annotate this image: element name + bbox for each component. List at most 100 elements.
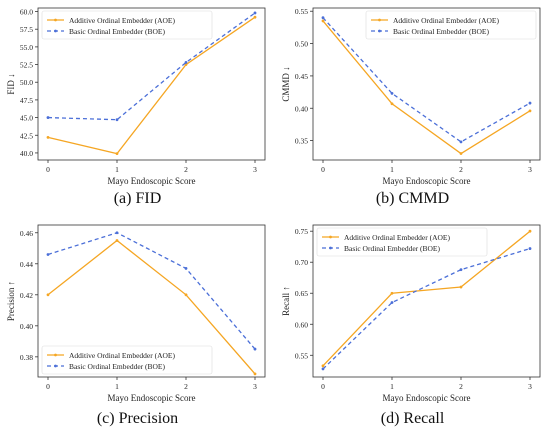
- data-point-boe: [46, 253, 50, 256]
- panel-precision: 0.38 0.40 0.42 0.44 0.46 0 1 2 3 Mayo Endoscopic …: [0, 217, 275, 434]
- x-tick-label: 2: [184, 165, 188, 174]
- legend-marker-aoe: [329, 235, 332, 239]
- x-tick-label: 3: [528, 165, 532, 174]
- data-point-aoe: [321, 364, 325, 368]
- data-point-aoe: [115, 152, 119, 156]
- series-line-aoe: [322, 20, 531, 155]
- legend-marker-aoe: [54, 18, 57, 22]
- series-line-aoe: [322, 230, 531, 367]
- legend-label-aoe: Additive Ordinal Embedder (AOE): [393, 16, 500, 25]
- legend-marker-aoe: [54, 353, 57, 357]
- data-point-aoe: [115, 239, 119, 242]
- y-axis-label: Recall ↑: [281, 286, 291, 316]
- x-tick-label: 3: [528, 382, 532, 391]
- x-tick-label: 0: [321, 382, 325, 391]
- y-tick-label: 52.5: [20, 61, 33, 70]
- y-tick-label: 0.44: [20, 260, 33, 269]
- x-tick-label: 0: [46, 382, 50, 391]
- y-tick-label: 42.5: [20, 131, 33, 140]
- y-tick-label: 0.55: [295, 7, 308, 16]
- y-tick-label: 0.40: [295, 104, 308, 113]
- series-line-aoe: [47, 16, 256, 155]
- legend-label-aoe: Additive Ordinal Embedder (AOE): [69, 351, 176, 360]
- plot-frame: [312, 224, 541, 378]
- data-point-boe: [115, 118, 119, 122]
- legend-label-aoe: Additive Ordinal Embedder (AOE): [69, 16, 176, 25]
- data-point-boe: [253, 11, 257, 15]
- caption-recall: (d) Recall: [380, 410, 445, 427]
- y-tick-label: 40.0: [20, 149, 33, 158]
- y-axis-label: Precision ↑: [6, 281, 16, 321]
- x-axis-label: Mayo Endoscopic Score: [108, 176, 196, 186]
- data-point-aoe: [184, 293, 188, 297]
- y-tick-label: 0.42: [20, 291, 33, 300]
- x-tick-label: 1: [115, 165, 119, 174]
- data-point-boe: [321, 367, 325, 371]
- data-point-boe: [321, 16, 325, 20]
- y-tick-label: 0.65: [295, 289, 308, 298]
- series-line-boe: [322, 247, 531, 370]
- x-axis-label: Mayo Endoscopic Score: [383, 393, 471, 403]
- x-tick-label: 0: [46, 165, 50, 174]
- y-tick-label: 0.75: [295, 227, 308, 236]
- y-tick-label: 0.45: [295, 72, 308, 81]
- data-point-boe: [390, 91, 394, 95]
- series-line-boe: [47, 232, 256, 350]
- legend-marker-boe: [54, 29, 57, 33]
- series-line-boe: [47, 12, 256, 121]
- data-point-aoe: [46, 293, 50, 297]
- data-point-aoe: [390, 291, 394, 295]
- y-tick-label: 0.50: [295, 40, 308, 49]
- data-point-aoe: [528, 109, 532, 113]
- legend-label-boe: Basic Ordinal Embedder (BOE): [69, 362, 166, 371]
- legend-box: [365, 10, 537, 40]
- data-point-boe: [115, 231, 119, 235]
- data-point-boe: [459, 268, 463, 272]
- y-tick-label: 57.5: [20, 25, 33, 34]
- legend-label-boe: Basic Ordinal Embedder (BOE): [69, 27, 166, 36]
- y-tick-label: 0.38: [20, 353, 33, 362]
- y-tick-label: 0.46: [20, 229, 33, 238]
- panel-fid: 40.0 42.5 45.0 47.5 50.0 52.5 55.0 57.5 60.0 0 1 2 3…: [0, 0, 275, 217]
- series-line-boe: [322, 17, 531, 143]
- plot-frame: [37, 7, 266, 161]
- cmmd-chart: 0.35 0.40 0.45 0.50 0.55 0 1 2 3 Mayo Endoscopic …: [281, 7, 541, 186]
- y-tick-label: 45.0: [20, 114, 33, 123]
- legend-marker-boe: [329, 246, 332, 250]
- y-tick-label: 0.55: [295, 351, 308, 360]
- panel-recall: 0.55 0.60 0.65 0.70 0.75 0 1 2 3 Mayo Endoscopic …: [275, 217, 550, 434]
- data-point-boe: [528, 101, 532, 105]
- data-point-aoe: [253, 15, 257, 19]
- legend-box: [41, 345, 213, 375]
- data-point-boe: [253, 347, 257, 351]
- plot-frame: [37, 224, 266, 378]
- data-point-boe: [46, 116, 50, 119]
- x-tick-label: 3: [253, 382, 257, 391]
- legend-label-aoe: Additive Ordinal Embedder (AOE): [344, 233, 451, 242]
- x-tick-label: 1: [115, 382, 119, 391]
- panel-cmmd: 0.35 0.40 0.45 0.50 0.55 0 1 2 3 Mayo Endoscopic …: [275, 0, 550, 217]
- data-point-boe: [390, 301, 394, 304]
- data-point-aoe: [321, 19, 325, 23]
- y-tick-label: 50.0: [20, 78, 33, 87]
- data-point-boe: [528, 247, 532, 250]
- y-tick-label: 0.35: [295, 137, 308, 146]
- caption-cmmd: (b) CMMD: [375, 190, 450, 207]
- data-point-aoe: [528, 229, 532, 233]
- data-point-aoe: [253, 372, 257, 376]
- y-tick-label: 0.70: [295, 258, 308, 267]
- x-axis-label: Mayo Endoscopic Score: [108, 393, 196, 403]
- legend-marker-aoe: [378, 18, 381, 22]
- data-point-boe: [459, 140, 463, 144]
- legend-marker-boe: [54, 364, 57, 368]
- x-tick-label: 1: [390, 382, 394, 391]
- legend-label-boe: Basic Ordinal Embedder (BOE): [393, 27, 490, 36]
- legend-marker-boe: [378, 29, 381, 33]
- x-tick-label: 2: [459, 165, 463, 174]
- caption-precision: (c) Precision: [96, 410, 179, 427]
- legend-box: [316, 227, 488, 257]
- series-line-aoe: [47, 239, 256, 375]
- data-point-boe: [184, 267, 188, 270]
- y-tick-label: 60.0: [20, 8, 33, 17]
- legend-box: [41, 10, 213, 40]
